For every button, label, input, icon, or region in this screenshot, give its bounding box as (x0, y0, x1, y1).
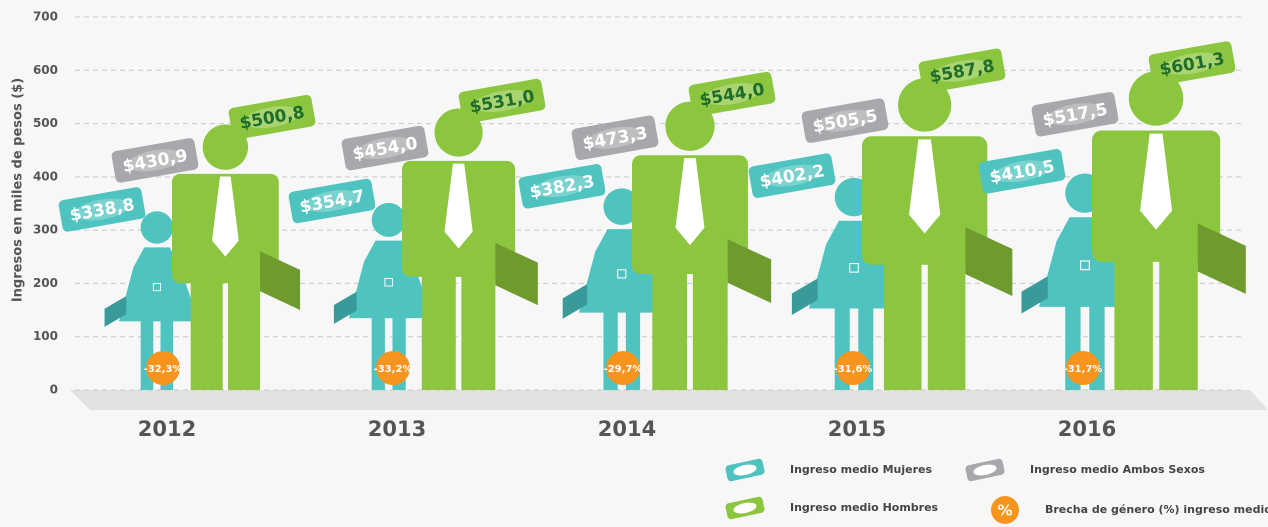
x-tick-label: 2012 (138, 417, 196, 441)
briefcase (1022, 276, 1048, 313)
y-tick-label: 700 (33, 10, 58, 24)
briefcase (965, 227, 1012, 296)
leg (693, 268, 728, 390)
leg (928, 258, 966, 390)
legend-icon (725, 458, 765, 482)
x-tick-label: 2016 (1058, 417, 1116, 441)
chart: Ingresos en miles de pesos ($) 0 100 200 30… (0, 0, 1268, 527)
leg (1159, 255, 1197, 390)
head (372, 203, 406, 237)
x-tick-label: 2013 (368, 417, 426, 441)
x-tick-label: 2014 (598, 417, 656, 441)
gap-label: -32,3% (144, 364, 183, 375)
gap-label: -31,7% (1064, 364, 1103, 375)
gap-label: -31,6% (834, 364, 873, 375)
gap-label: -29,7% (604, 364, 643, 375)
legend-text: Brecha de género (%) ingreso medio (1045, 503, 1268, 516)
briefcase (563, 284, 587, 319)
head (141, 211, 173, 243)
y-tick-label: 500 (33, 116, 58, 130)
legend-icon (725, 496, 765, 520)
briefcase (260, 251, 300, 310)
briefcase (105, 296, 127, 327)
leg (191, 278, 223, 390)
y-tick-label: 400 (33, 169, 58, 183)
y-tick-label: 0 (50, 383, 58, 397)
leg (461, 271, 495, 390)
y-axis-label: Ingresos en miles de pesos ($) (11, 78, 26, 302)
y-tick-label: 300 (33, 223, 58, 237)
legend-icon (965, 458, 1005, 482)
briefcase (792, 279, 818, 315)
y-tick-label: 100 (33, 329, 58, 343)
legend-text: Ingreso medio Hombres (790, 501, 939, 514)
leg (228, 278, 260, 390)
legend-text: Ingreso medio Ambos Sexos (1030, 463, 1205, 476)
legend-text: Ingreso medio Mujeres (790, 463, 932, 476)
x-tick-label: 2015 (828, 417, 886, 441)
floor (70, 390, 1268, 410)
briefcase (334, 292, 357, 324)
legend-symbol: % (997, 502, 1012, 520)
gap-label: -33,2% (374, 364, 413, 375)
briefcase (728, 239, 771, 303)
y-tick-label: 600 (33, 63, 58, 77)
leg (1114, 255, 1152, 390)
briefcase (495, 243, 537, 305)
leg (652, 268, 687, 390)
leg (422, 271, 456, 390)
y-tick-label: 200 (33, 276, 58, 290)
leg (884, 258, 922, 390)
